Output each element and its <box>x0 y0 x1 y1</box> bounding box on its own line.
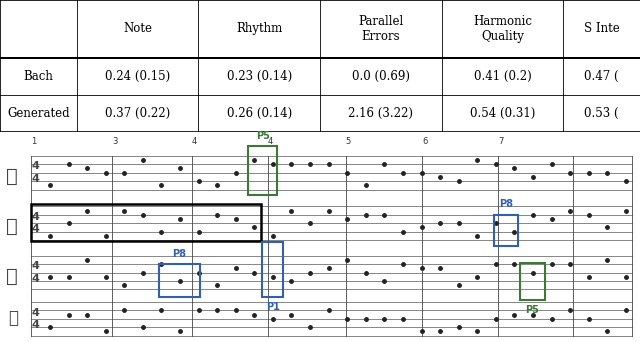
Text: Parallel
Errors: Parallel Errors <box>358 15 403 43</box>
Bar <box>520 263 545 300</box>
Bar <box>31 204 261 241</box>
Text: P8: P8 <box>499 199 513 210</box>
Text: S Inte: S Inte <box>584 23 620 36</box>
Text: 0.0 (0.69): 0.0 (0.69) <box>352 70 410 83</box>
Text: 4: 4 <box>31 174 39 184</box>
Bar <box>262 242 283 297</box>
Bar <box>159 264 200 297</box>
Text: 𝄞: 𝄞 <box>6 268 18 286</box>
Text: 𝄞: 𝄞 <box>6 219 18 236</box>
Text: 4: 4 <box>31 212 39 222</box>
Text: 0.23 (0.14): 0.23 (0.14) <box>227 70 292 83</box>
Text: 7: 7 <box>498 137 503 146</box>
Text: 4: 4 <box>31 320 39 330</box>
Text: 𝄢: 𝄢 <box>8 310 18 327</box>
Text: Bach: Bach <box>24 70 53 83</box>
Text: 4: 4 <box>192 137 197 146</box>
Bar <box>494 215 518 246</box>
Text: P8: P8 <box>173 249 186 259</box>
Text: Note: Note <box>123 23 152 36</box>
Text: 0.47 (: 0.47 ( <box>584 70 619 83</box>
Text: 4: 4 <box>31 224 39 235</box>
Text: 4: 4 <box>31 274 39 284</box>
Text: Rhythm: Rhythm <box>236 23 282 36</box>
Text: Harmonic
Quality: Harmonic Quality <box>473 15 532 43</box>
Text: 4: 4 <box>31 261 39 271</box>
Text: 0.24 (0.15): 0.24 (0.15) <box>105 70 170 83</box>
Text: 6: 6 <box>422 137 428 146</box>
Text: 1: 1 <box>31 137 36 146</box>
Text: P5: P5 <box>256 131 269 141</box>
Text: 0.54 (0.31): 0.54 (0.31) <box>470 107 535 120</box>
Text: 2.16 (3.22): 2.16 (3.22) <box>348 107 413 120</box>
Text: Generated: Generated <box>7 107 70 120</box>
Text: 0.37 (0.22): 0.37 (0.22) <box>105 107 170 120</box>
Text: 4: 4 <box>31 307 39 318</box>
Text: P1: P1 <box>266 302 280 312</box>
Text: 0.41 (0.2): 0.41 (0.2) <box>474 70 531 83</box>
Text: 4: 4 <box>31 161 39 171</box>
Text: 𝄞: 𝄞 <box>6 168 18 186</box>
Bar <box>248 146 277 195</box>
Text: 0.53 (: 0.53 ( <box>584 107 619 120</box>
Text: 5: 5 <box>346 137 351 146</box>
Text: P5: P5 <box>525 305 540 315</box>
Text: 3: 3 <box>112 137 117 146</box>
Text: 4: 4 <box>268 137 273 146</box>
Text: 0.26 (0.14): 0.26 (0.14) <box>227 107 292 120</box>
